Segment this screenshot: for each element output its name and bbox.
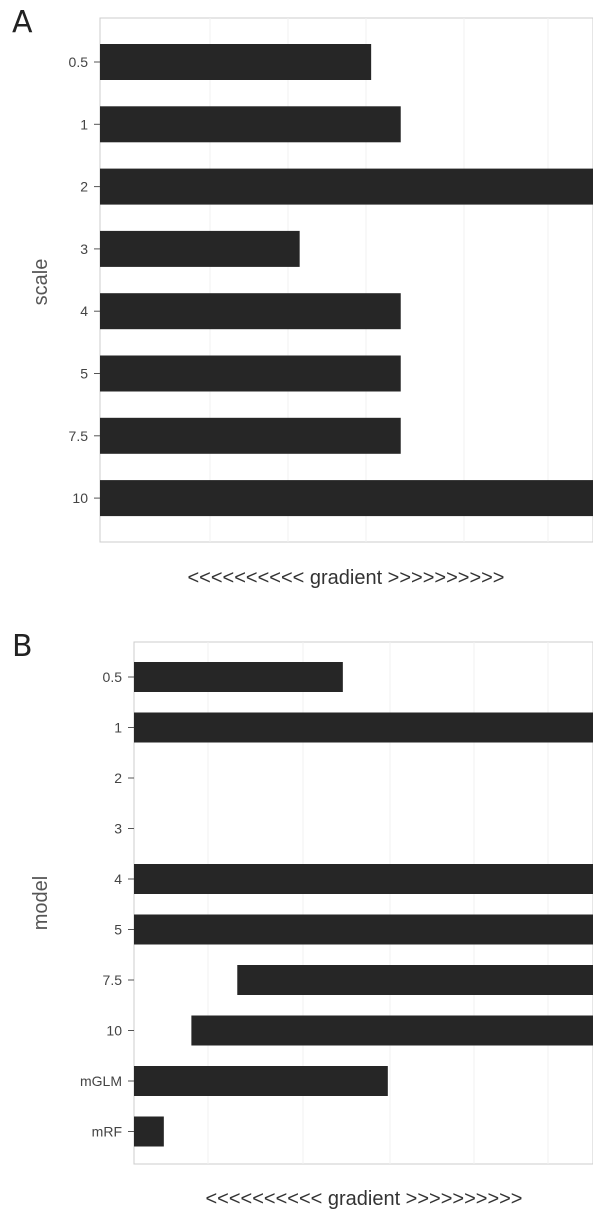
panel-a-plot-frame bbox=[99, 17, 593, 543]
panel-b-y-tick-label: 7.5 bbox=[103, 972, 123, 988]
panel-a-x-axis-title: <<<<<<<<<< gradient >>>>>>>>>> bbox=[188, 567, 505, 589]
panel-a-bars bbox=[100, 44, 593, 517]
panel-a-y-tick-label: 10 bbox=[72, 490, 88, 506]
panel-b-x-axis-title: <<<<<<<<<< gradient >>>>>>>>>> bbox=[206, 1188, 523, 1210]
panel-a-y-tick-label: 3 bbox=[80, 241, 88, 257]
panel-b-y-axis-title: model bbox=[30, 876, 52, 930]
panel-a-bar-7-5 bbox=[100, 417, 401, 454]
panel-b-bar-mrf bbox=[134, 1116, 164, 1147]
panel-a-letter: A bbox=[12, 5, 33, 40]
panel-b-y-tick-label: 4 bbox=[114, 871, 122, 887]
panel-b-bar-4 bbox=[134, 864, 593, 894]
panel-a-bar-2 bbox=[100, 168, 593, 205]
panel-a-bar-0-5 bbox=[100, 44, 372, 80]
panel-a-y-tick-label: 7.5 bbox=[69, 428, 89, 444]
panel-b-y-tick-label: mRF bbox=[92, 1124, 122, 1140]
panel-a-bar-10 bbox=[100, 480, 593, 517]
panel-b-y-tick-label: 10 bbox=[106, 1023, 122, 1039]
panel-b-y-tick-label: 0.5 bbox=[103, 669, 123, 685]
panel-a-bar-1 bbox=[100, 106, 401, 143]
panel-a-bar-5 bbox=[100, 355, 401, 392]
panel-a-y-tick-label: 2 bbox=[80, 179, 88, 195]
panel-b-bar-0-5 bbox=[134, 662, 343, 692]
panel-b-bar-5 bbox=[134, 914, 593, 945]
panel-a-y-tick-label: 4 bbox=[80, 303, 88, 319]
panel-b: B 0.5 1 2 3 4 5 7.5 10 mGLM mRF model <<<<<<<<<< … bbox=[12, 629, 593, 1210]
panel-b-y-ticks: 0.5 1 2 3 4 5 7.5 10 mGLM mRF bbox=[80, 669, 134, 1140]
panel-a-y-tick-label: 0.5 bbox=[69, 54, 89, 70]
panel-b-bar-mglm bbox=[134, 1066, 388, 1096]
panel-b-letter: B bbox=[12, 629, 33, 664]
panel-b-y-tick-label: 3 bbox=[114, 821, 122, 837]
panel-a: A 0.5 1 2 3 4 5 7.5 10 scale <<<<<<<<<< gradien… bbox=[12, 5, 593, 589]
panel-b-bar-1 bbox=[134, 712, 593, 743]
panel-a-bar-4 bbox=[100, 293, 401, 330]
panel-b-y-tick-label: mGLM bbox=[80, 1073, 122, 1089]
panel-b-y-tick-label: 5 bbox=[114, 922, 122, 938]
panel-b-bars bbox=[134, 662, 593, 1147]
panel-b-y-tick-label: 2 bbox=[114, 770, 122, 786]
panel-a-y-tick-label: 1 bbox=[80, 116, 88, 132]
panel-b-y-tick-label: 1 bbox=[114, 720, 122, 736]
panel-a-bar-3 bbox=[100, 230, 300, 267]
panel-a-gridlines bbox=[209, 18, 549, 542]
panel-b-bar-10 bbox=[191, 1015, 593, 1046]
panel-a-y-tick-label: 5 bbox=[80, 366, 88, 382]
panel-a-y-axis-title: scale bbox=[30, 259, 52, 306]
panel-a-y-ticks: 0.5 1 2 3 4 5 7.5 10 bbox=[69, 54, 100, 506]
panel-b-bar-7-5 bbox=[237, 965, 593, 995]
panel-b-plot-frame bbox=[133, 641, 593, 1165]
